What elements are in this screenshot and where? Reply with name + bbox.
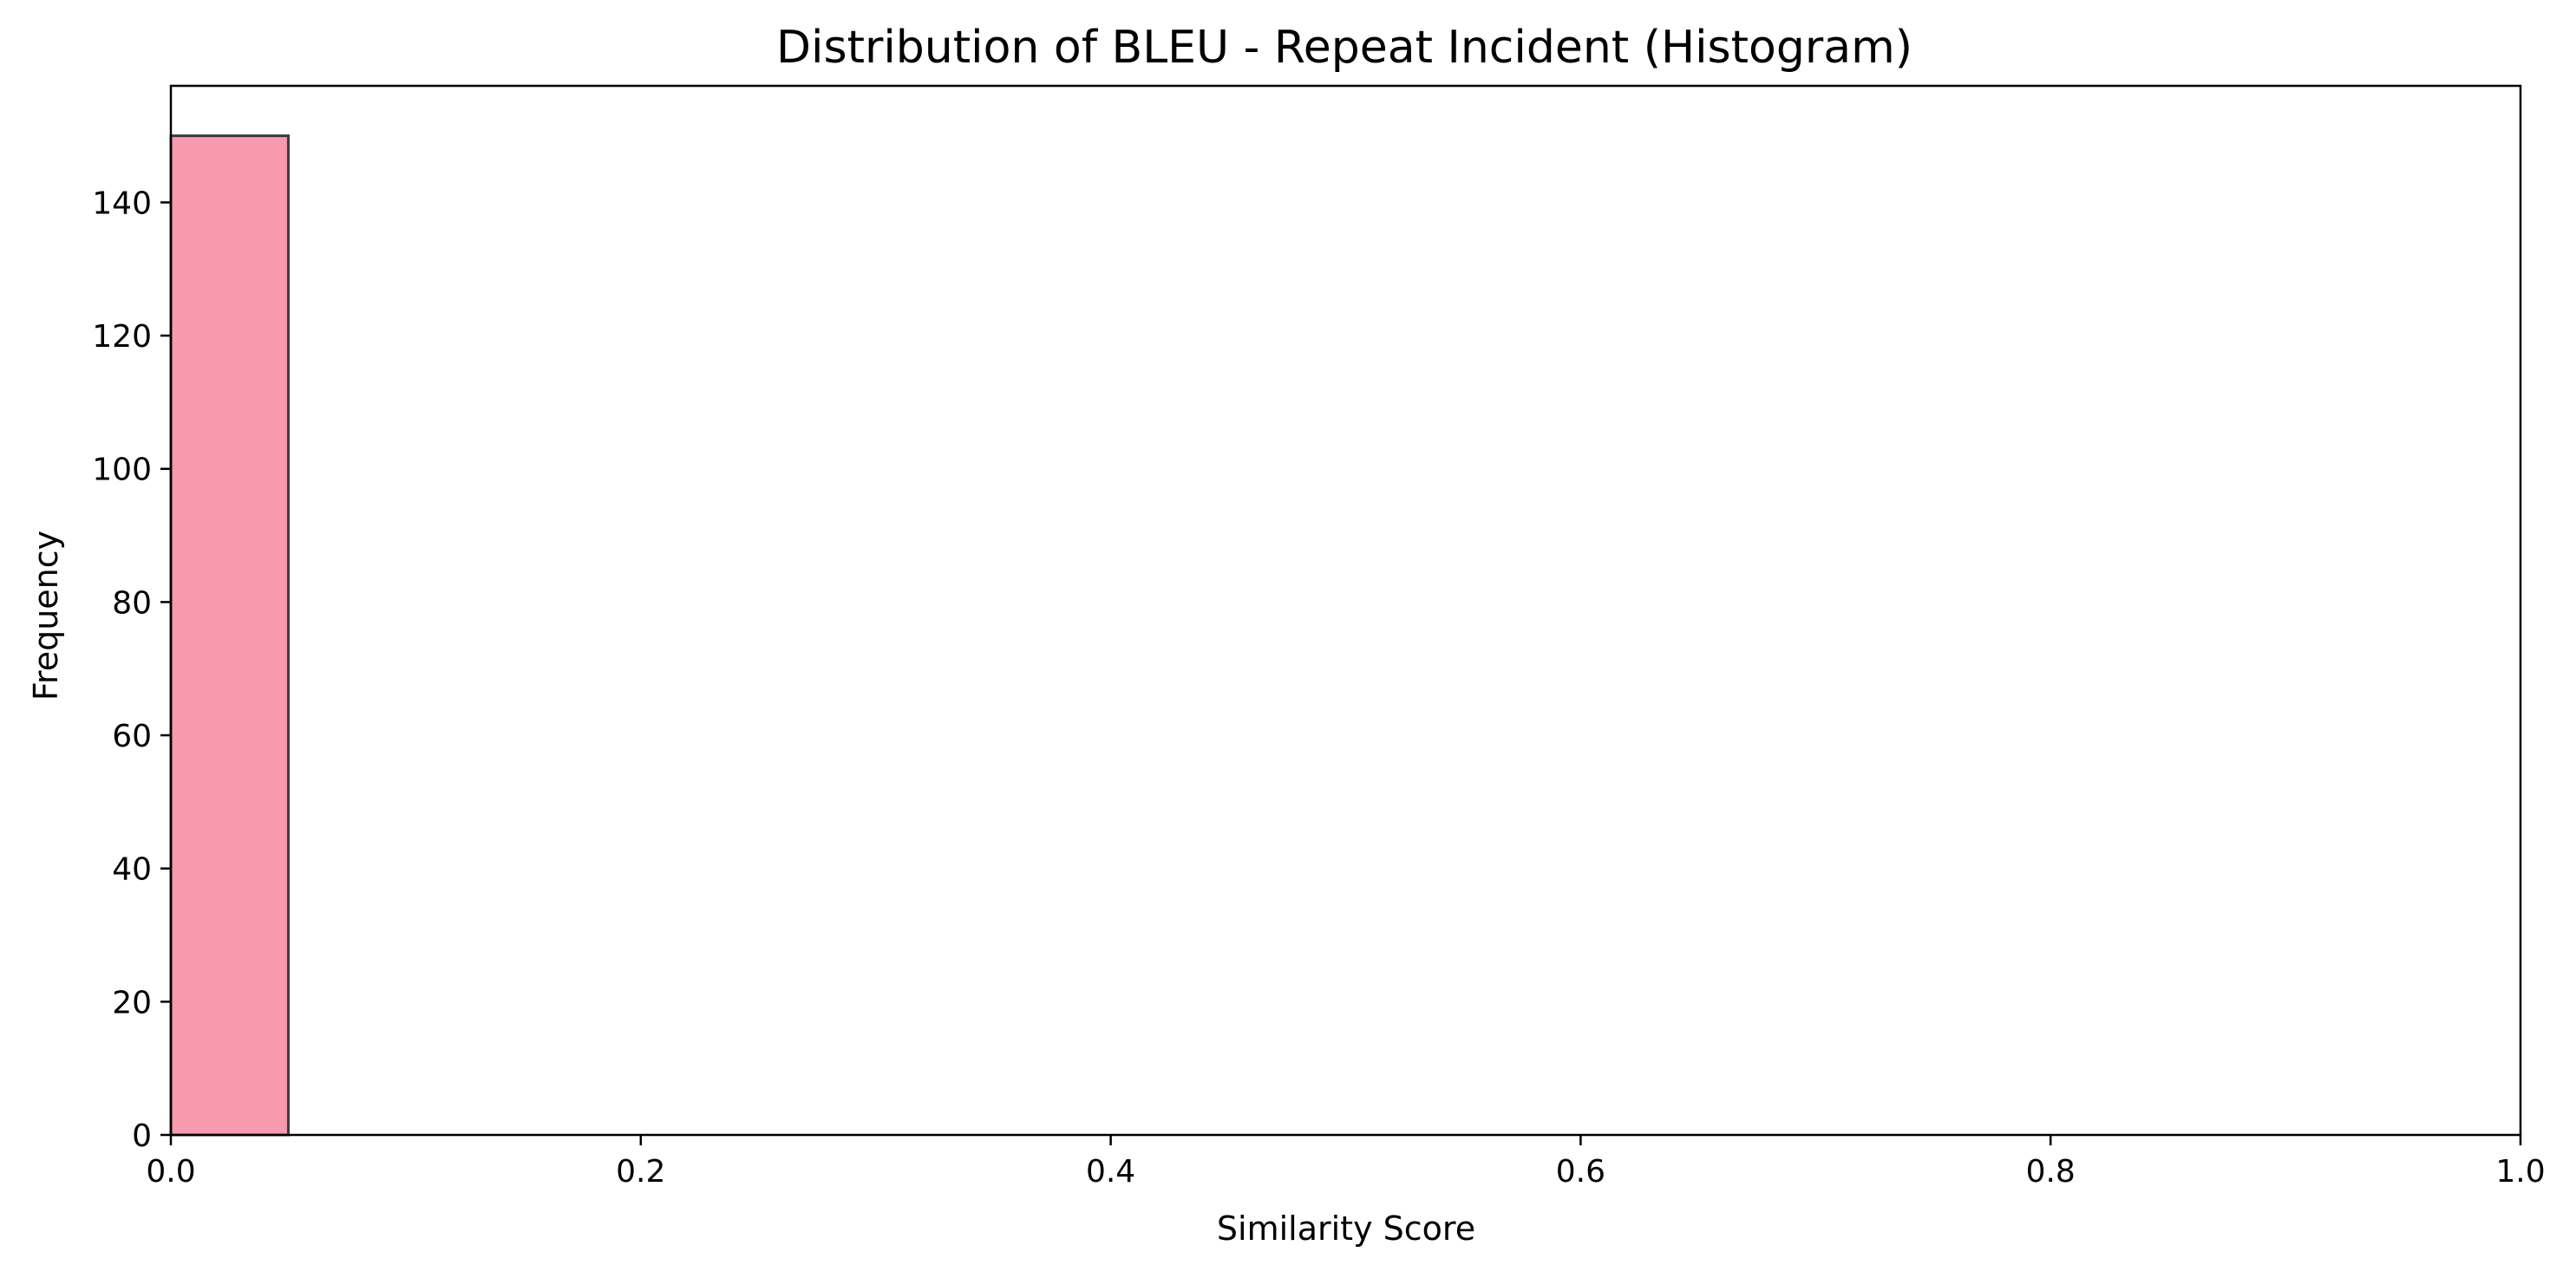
x-tick-label-3: 0.6: [1556, 1154, 1605, 1190]
y-tick-label-1: 20: [112, 985, 152, 1020]
y-tick-label-7: 140: [92, 186, 152, 221]
histogram-bar-0: [169, 134, 290, 1137]
y-axis-label: Frequency: [27, 531, 65, 701]
bars-layer: [169, 134, 290, 1137]
x-axis-ticks: 0.0 0.2 0.4 0.6 0.8 1.0: [146, 1135, 2546, 1190]
y-tick-label-5: 100: [92, 453, 152, 488]
x-tick-label-1: 0.2: [616, 1154, 665, 1190]
x-tick-label-4: 0.8: [2026, 1154, 2076, 1190]
x-tick-label-2: 0.4: [1086, 1154, 1135, 1190]
y-axis-ticks: 0 20 40 60 80 100 120 140: [92, 186, 171, 1154]
y-tick-label-0: 0: [132, 1118, 152, 1154]
y-tick-label-6: 120: [92, 319, 152, 355]
x-tick-label-5: 1.0: [2495, 1154, 2545, 1190]
plot-frame: [169, 84, 2522, 1137]
y-tick-label-4: 80: [112, 585, 152, 621]
x-axis-label: Similarity Score: [1217, 1210, 1475, 1248]
x-tick-label-0: 0.0: [146, 1154, 195, 1190]
y-tick-label-3: 60: [112, 719, 152, 754]
chart-title: Distribution of BLEU - Repeat Incident (…: [776, 22, 1912, 74]
y-tick-label-2: 40: [112, 852, 152, 888]
